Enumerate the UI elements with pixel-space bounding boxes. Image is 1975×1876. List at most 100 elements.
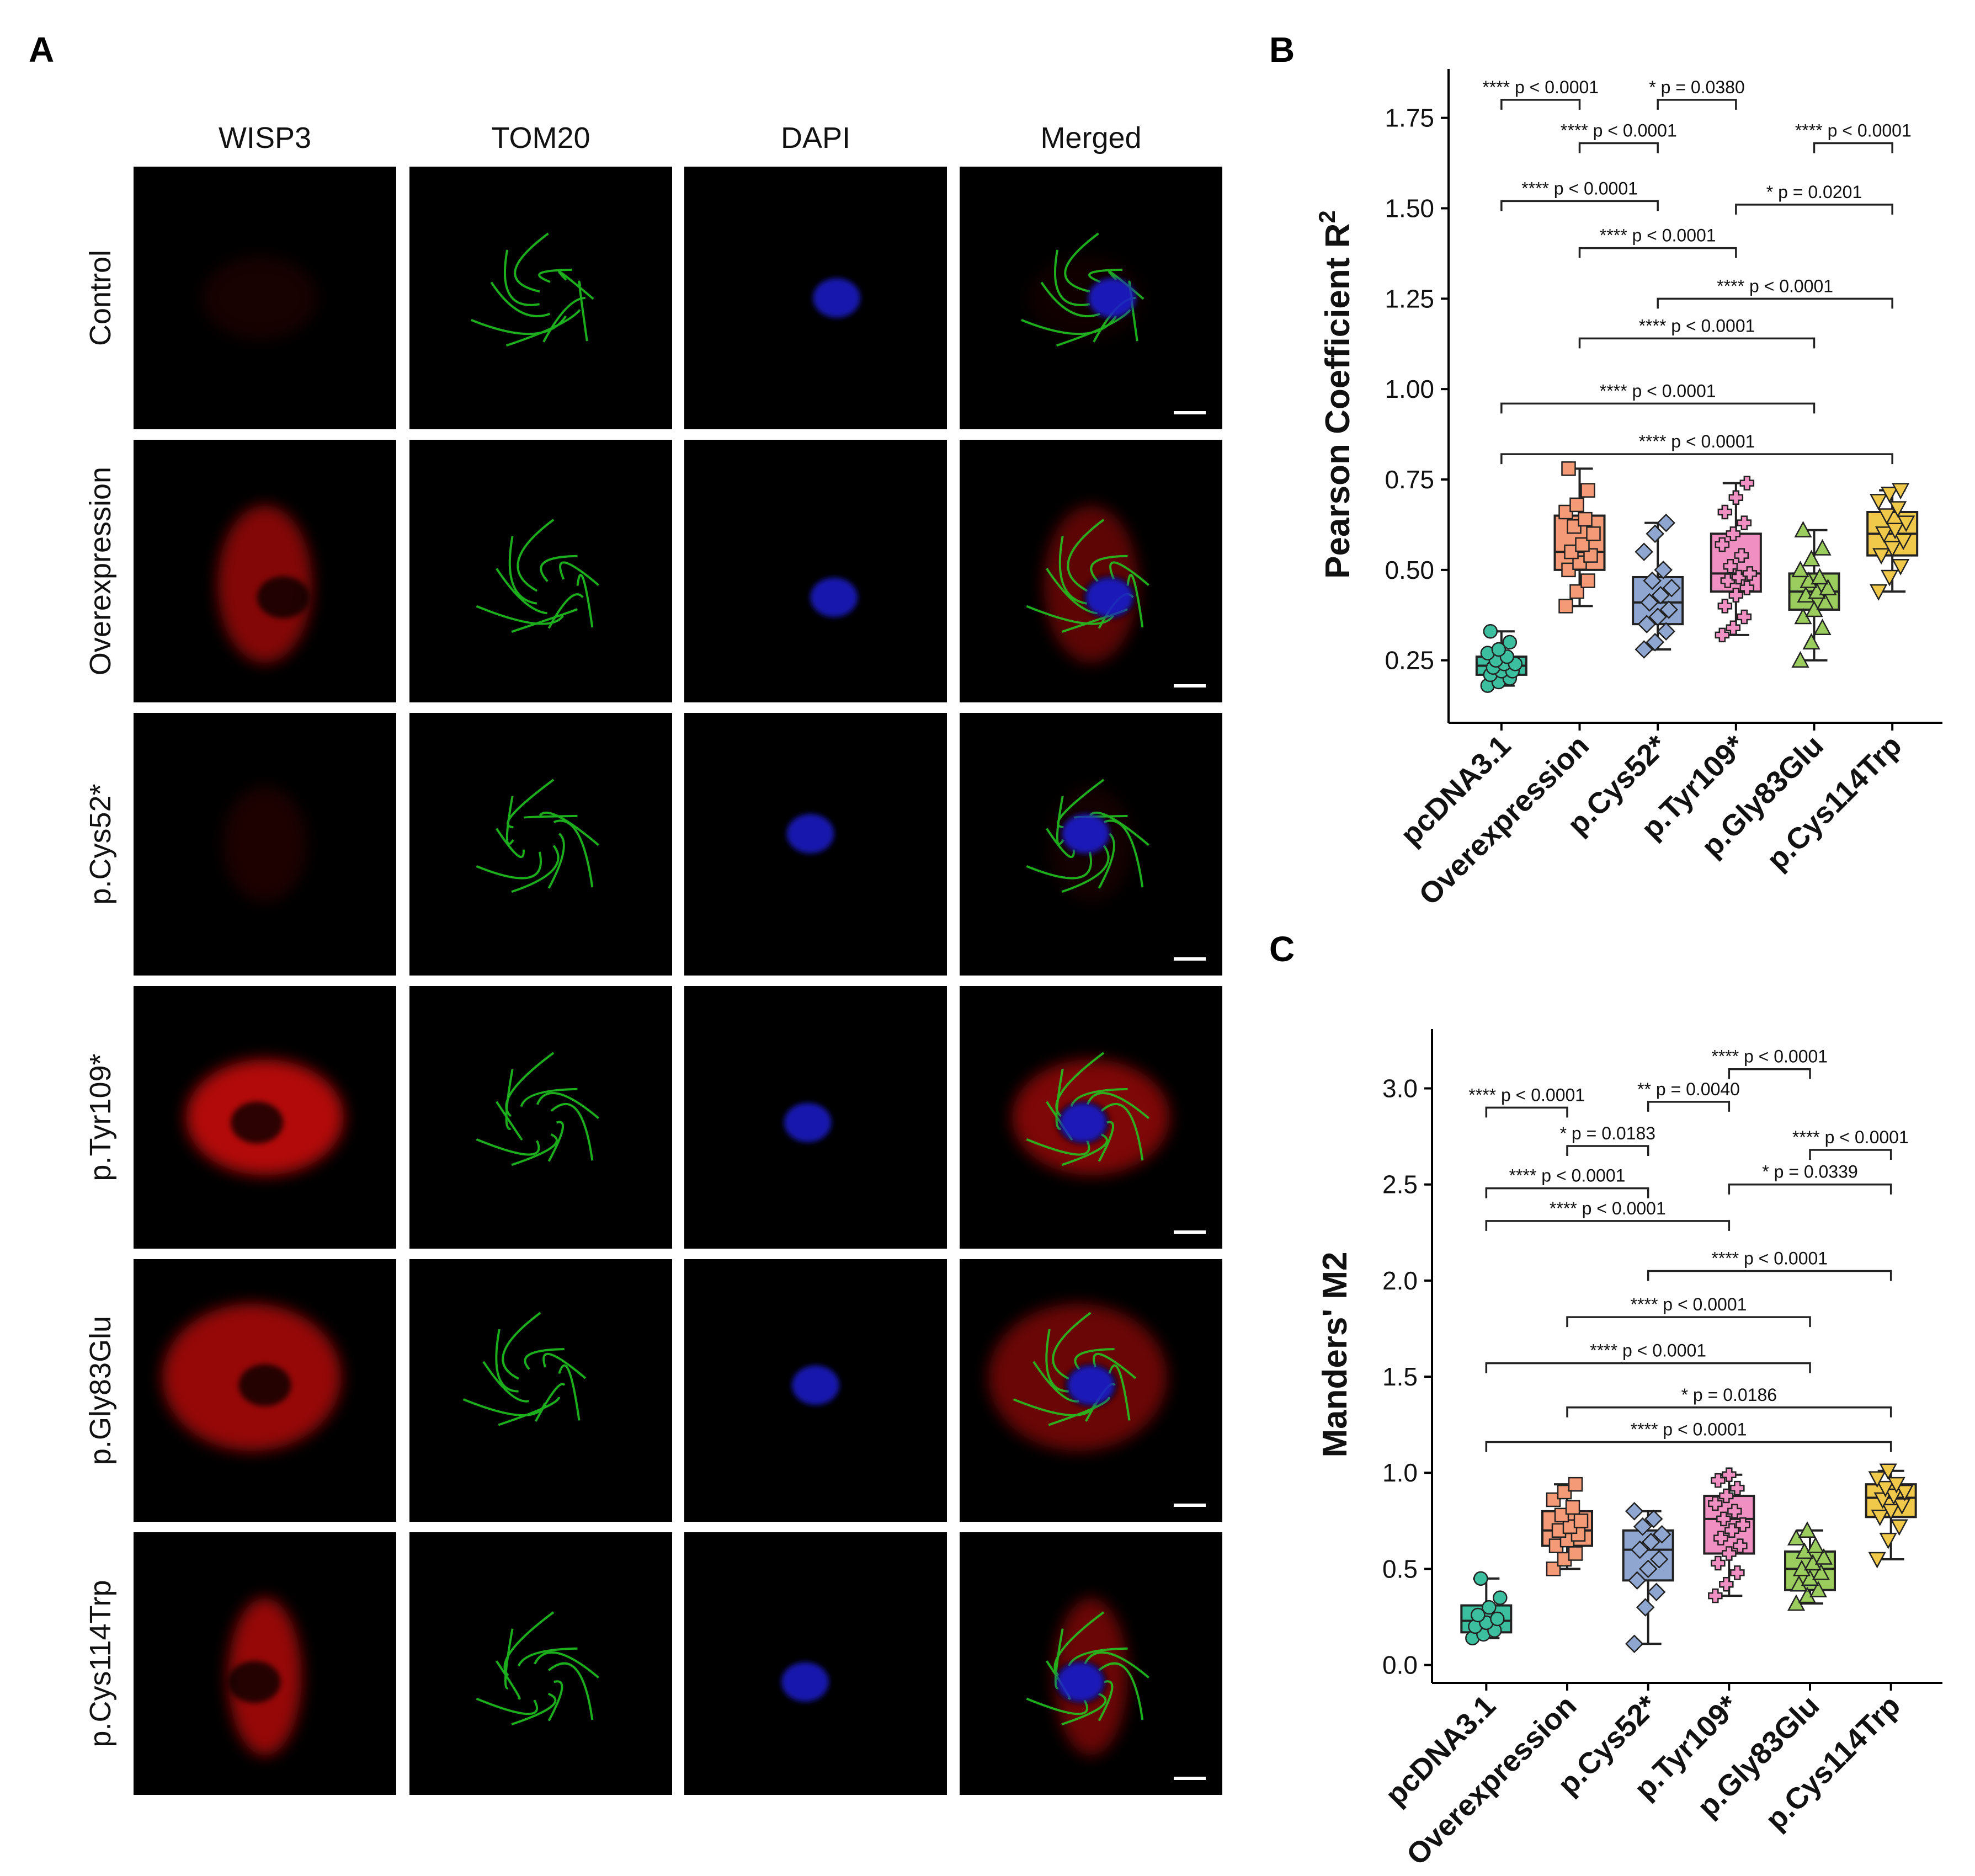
mitochondria-strand xyxy=(1055,1052,1105,1117)
data-point xyxy=(1490,1611,1505,1627)
micrograph-overexpression-wisp3 xyxy=(134,440,396,702)
tom20-signal xyxy=(1026,519,1150,633)
mitochondria-strand xyxy=(504,1628,514,1690)
micrograph-p-cys114trp-dapi xyxy=(684,1532,947,1795)
mitochondria-strand xyxy=(1048,1397,1110,1426)
data-point xyxy=(1482,1600,1497,1615)
micrograph-control-dapi xyxy=(684,167,947,429)
micrograph-overexpression-tom20 xyxy=(409,440,672,702)
micrograph-p-gly83glu-merged xyxy=(960,1259,1222,1522)
data-point xyxy=(1868,1552,1886,1569)
mitochondria-strand xyxy=(462,1398,546,1416)
mitochondria-strand xyxy=(1093,1352,1137,1379)
mitochondria-strand xyxy=(1109,561,1150,587)
bracket-line xyxy=(1578,142,1659,153)
mitochondria-strand xyxy=(511,845,560,893)
mitochondria-strand xyxy=(511,1692,557,1725)
mitochondria-strand xyxy=(558,270,594,300)
tom20-signal xyxy=(462,1312,587,1426)
data-point xyxy=(1716,1511,1731,1527)
bracket-line xyxy=(1735,204,1893,215)
data-point xyxy=(1568,1546,1583,1561)
data-point xyxy=(1737,609,1752,625)
bracket-line xyxy=(1485,1362,1811,1373)
mitochondria-strand xyxy=(496,568,547,615)
data-point xyxy=(1640,593,1659,612)
significance-bracket: * p = 0.0183 xyxy=(1560,1123,1655,1156)
y-tick-label: 0.25 xyxy=(1385,646,1434,675)
bracket-line xyxy=(1728,1068,1811,1079)
mitochondria-strand xyxy=(508,536,537,605)
x-tick-label-p-cys114trp: p.Cys114Trp xyxy=(1760,729,1908,876)
data-point xyxy=(1573,1513,1589,1528)
data-point xyxy=(1625,1634,1644,1654)
mitochondria-strand xyxy=(507,779,555,829)
row-label-overexpression: Overexpression xyxy=(84,467,117,675)
y-tick-label: 0.0 xyxy=(1382,1651,1418,1680)
data-point xyxy=(1871,1510,1889,1526)
data-point xyxy=(1502,635,1518,650)
significance-bracket: * p = 0.0380 xyxy=(1649,77,1745,110)
data-point xyxy=(1625,1502,1644,1521)
data-point xyxy=(1728,490,1744,505)
box-p-cys114trp xyxy=(1865,1463,1917,1569)
data-point xyxy=(1889,501,1907,518)
box-p-cys52 xyxy=(1622,1502,1674,1654)
significance-label: **** p < 0.0001 xyxy=(1795,121,1912,141)
mitochondria-strand xyxy=(1021,315,1117,335)
nucleus-dapi xyxy=(784,1102,832,1143)
micrograph-p-gly83glu-dapi xyxy=(684,1259,947,1522)
significance-bracket: **** p < 0.0001 xyxy=(1647,1248,1892,1281)
data-point xyxy=(1717,504,1733,520)
micrograph-p-cys52-tom20 xyxy=(409,713,672,976)
data-point xyxy=(1896,1484,1914,1501)
bracket-line xyxy=(1813,142,1893,153)
data-point xyxy=(1717,599,1733,614)
mitochondria-strand xyxy=(1086,1092,1150,1120)
data-point xyxy=(1659,600,1678,619)
bracket-line xyxy=(1647,1101,1731,1112)
data-point xyxy=(1791,651,1809,668)
column-header-merged: Merged xyxy=(1040,121,1141,154)
mitochondria-strand xyxy=(476,1138,540,1156)
mitochondria-strand xyxy=(504,249,540,306)
data-point xyxy=(1720,573,1736,588)
bracket-line xyxy=(1485,1106,1568,1118)
data-point xyxy=(1897,515,1915,532)
data-point xyxy=(1873,1492,1892,1509)
data-point xyxy=(1802,550,1820,567)
significance-label: **** p < 0.0001 xyxy=(1631,1419,1747,1439)
row-label-p-tyr109: p.Tyr109* xyxy=(84,1053,117,1181)
data-point xyxy=(1813,539,1832,556)
mitochondria-strand xyxy=(496,1101,523,1140)
data-point xyxy=(1802,633,1820,650)
mitochondria-strand xyxy=(578,280,588,342)
data-point xyxy=(1568,1477,1583,1492)
mitochondria-strand xyxy=(517,519,555,592)
micrograph-p-tyr109-wisp3 xyxy=(134,986,396,1249)
significance-label: **** p < 0.0001 xyxy=(1509,1166,1626,1186)
mitochondria-strand xyxy=(1052,1312,1092,1380)
significance-label: **** p < 0.0001 xyxy=(1792,1127,1909,1147)
y-axis-label: Manders' M2 xyxy=(1316,1251,1354,1457)
significance-label: **** p < 0.0001 xyxy=(1561,121,1677,141)
micrograph-p-cys114trp-wisp3 xyxy=(134,1532,396,1795)
mitochondria-strand xyxy=(476,851,542,880)
data-point xyxy=(1646,633,1664,652)
mitochondria-strand xyxy=(1026,1138,1090,1156)
column-header-wisp3: WISP3 xyxy=(219,121,311,154)
significance-label: * p = 0.0339 xyxy=(1762,1162,1857,1182)
significance-bracket: **** p < 0.0001 xyxy=(1500,381,1816,414)
nucleus-dapi xyxy=(781,1662,829,1702)
data-point xyxy=(1806,1536,1825,1553)
data-point xyxy=(1711,1473,1726,1488)
data-point xyxy=(1816,593,1834,610)
significance-label: **** p < 0.0001 xyxy=(1482,77,1599,97)
significance-bracket: **** p < 0.0001 xyxy=(1795,121,1912,153)
tom20-signal xyxy=(476,1052,600,1166)
data-point xyxy=(1879,1463,1897,1480)
data-point xyxy=(1878,508,1896,525)
data-point xyxy=(1711,1555,1726,1571)
mitochondria-strand xyxy=(1061,1692,1107,1725)
y-tick-label: 0.50 xyxy=(1385,556,1434,584)
